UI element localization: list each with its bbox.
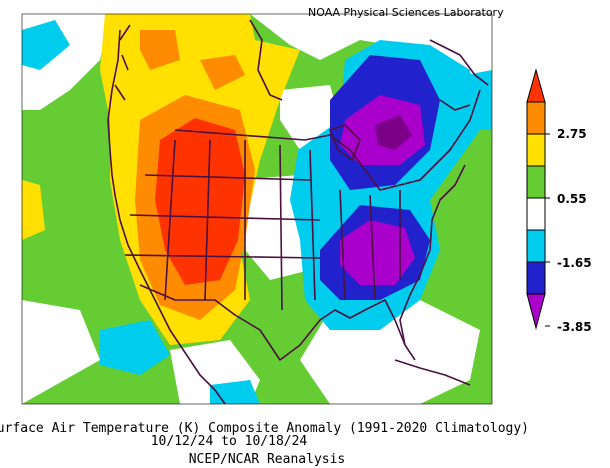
us-mexico-gulf <box>139 284 416 361</box>
anomaly-cold-atlantic <box>440 70 492 130</box>
colorbar-label-1: 2.75 <box>557 127 587 141</box>
colorbar-top-arrow <box>526 68 546 103</box>
colorbar-label-2: 0.55 <box>557 192 587 206</box>
anomaly-extreme-cold-core <box>375 115 412 150</box>
state-lines <box>124 139 401 311</box>
caption-title: Surface Air Temperature (K) Composite An… <box>0 421 530 436</box>
colorbar <box>526 68 550 330</box>
atlantic-canada <box>429 39 489 111</box>
caption-source: NCEP/NCAR Reanalysis <box>188 452 346 467</box>
plot-frame <box>21 13 493 405</box>
boundaries <box>107 19 489 404</box>
colorbar-label-4: -3.85 <box>557 320 592 334</box>
anomaly-warm-canada-2 <box>200 55 245 90</box>
anomaly-extreme-cold-se <box>340 220 415 285</box>
map-plot-area <box>22 14 492 404</box>
west-coast <box>107 29 226 404</box>
colorbar-bottom-arrow <box>526 293 546 330</box>
caption-dates: 10/12/24 to 10/18/24 <box>150 434 308 449</box>
anomaly-white-ne <box>250 14 492 100</box>
caribbean <box>394 359 471 386</box>
colorbar-label-3: -1.65 <box>557 256 592 270</box>
colorbar-segment <box>526 133 546 167</box>
credit-text: NOAA Physical Sciences Laboratory <box>308 6 504 19</box>
colorbar-segment <box>526 229 546 263</box>
anomaly-cold-mexico <box>210 380 260 404</box>
nw-coast-islands <box>114 24 131 101</box>
anomaly-white-pacific <box>22 300 100 404</box>
east-coast <box>399 164 466 346</box>
colorbar-segment <box>526 261 546 295</box>
colorbar-segment <box>526 101 546 135</box>
great-lakes <box>329 124 361 161</box>
hudson-bay <box>249 19 283 101</box>
anomaly-cold-pacific <box>100 320 170 375</box>
anomaly-warm-offshore <box>22 180 45 240</box>
us-canada-border <box>174 89 481 191</box>
anomaly-cold-nw <box>22 20 70 70</box>
anomaly-extreme-warm-west <box>155 118 245 285</box>
colorbar-segment <box>526 165 546 199</box>
anomaly-warm-canada <box>140 30 180 70</box>
colorbar-segment <box>526 197 546 231</box>
